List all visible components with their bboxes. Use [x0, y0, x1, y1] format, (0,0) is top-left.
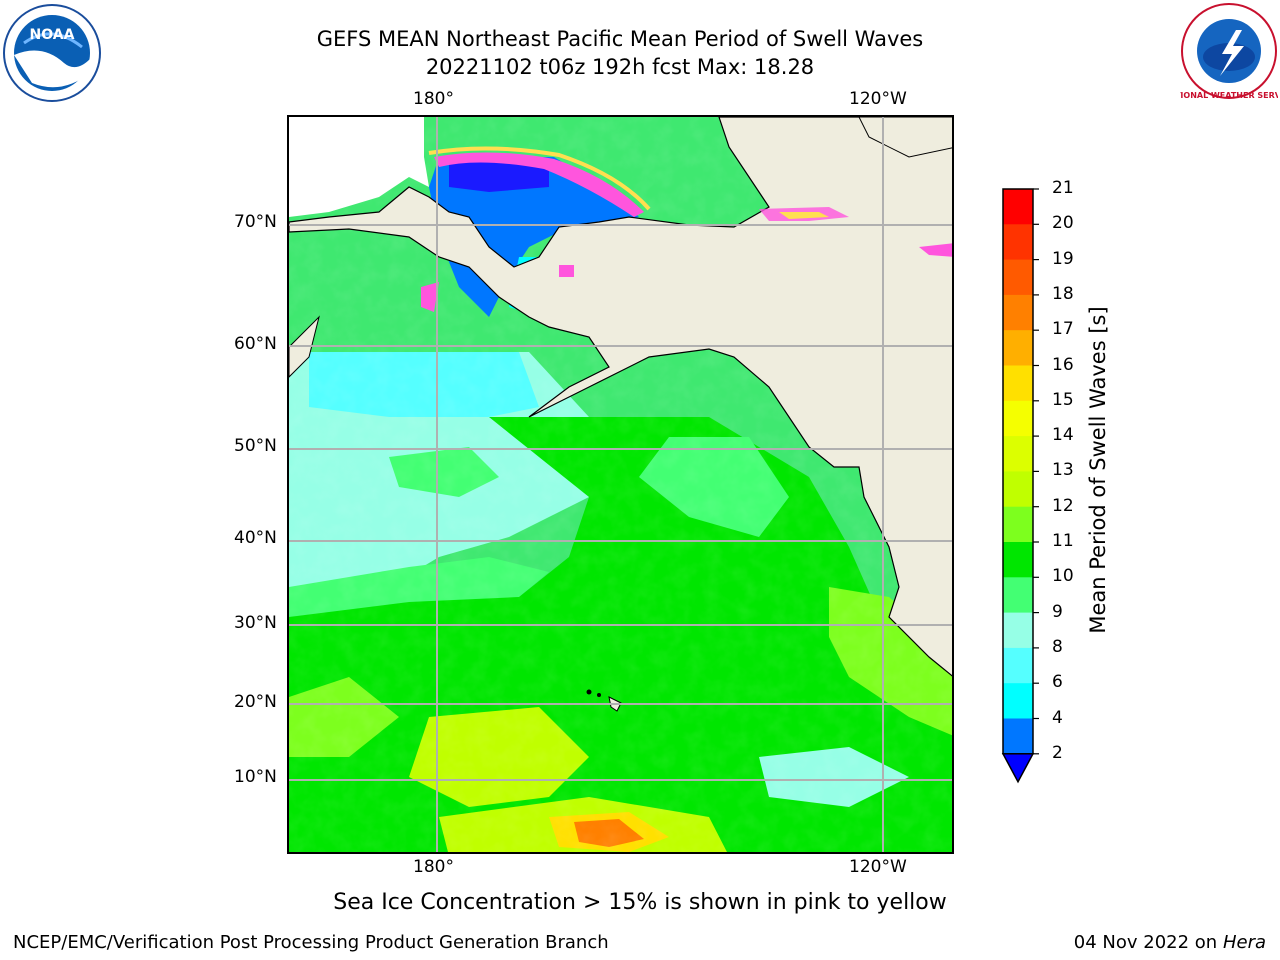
colorbar-tick-label: 20 [1052, 213, 1074, 234]
sea-ice-note: Sea Ice Concentration > 15% is shown in … [333, 890, 947, 915]
colorbar-segment [1003, 330, 1033, 366]
lat-label-50n: 50°N [234, 436, 277, 456]
lat-label-60n: 60°N [234, 334, 277, 354]
colorbar-segment [1003, 683, 1033, 719]
footer-date-text: 04 Nov 2022 on [1073, 932, 1218, 953]
colorbar-tick-label: 6 [1052, 672, 1063, 693]
colorbar-tick-label: 9 [1052, 601, 1063, 622]
lat-label-10n: 10°N [234, 767, 277, 787]
colorbar-tick-label: 18 [1052, 283, 1074, 304]
footer-host: Hera [1222, 932, 1266, 953]
colorbar-tick-label: 8 [1052, 636, 1063, 657]
footer-organization: NCEP/EMC/Verification Post Processing Pr… [13, 932, 609, 953]
colorbar-segment [1003, 224, 1033, 261]
colorbar-segment [1003, 612, 1033, 649]
nws-logo: NATIONAL WEATHER SERVICE [1180, 3, 1278, 100]
lat-label-70n: 70°N [234, 212, 277, 232]
colorbar-tick-label: 14 [1052, 425, 1074, 446]
map-canvas [289, 117, 952, 852]
sea-ice [421, 207, 952, 312]
colorbar-tick-label: 17 [1052, 319, 1074, 340]
lat-label-20n: 20°N [234, 692, 277, 712]
colorbar-tick-label: 13 [1052, 460, 1074, 481]
colorbar-under-arrow [1001, 753, 1035, 784]
colorbar-segment [1003, 436, 1033, 472]
noaa-logo: NOAA [3, 4, 101, 102]
graticule [289, 117, 952, 852]
colorbar-segment [1003, 577, 1033, 614]
colorbar-title: Mean Period of Swell Waves [s] [1086, 306, 1110, 634]
chart-subtitle: 20221102 t06z 192h fcst Max: 18.28 [425, 55, 815, 79]
colorbar-tick-label: 19 [1052, 248, 1074, 269]
colorbar-segment [1003, 365, 1033, 402]
footer-date: 04 Nov 2022 on Hera [1074, 932, 1266, 953]
nws-logo-text: NATIONAL WEATHER SERVICE [1180, 91, 1278, 100]
land [289, 117, 952, 712]
map-panel [287, 115, 954, 854]
colorbar-tick-label: 12 [1052, 495, 1074, 516]
colorbar-segment [1003, 294, 1033, 331]
colorbar-tick-label: 10 [1052, 566, 1074, 587]
colorbar-segment [1003, 542, 1033, 578]
colorbar-segment [1003, 189, 1033, 225]
lon-label-top-180: 180° [413, 89, 454, 109]
lon-label-bottom-180: 180° [413, 857, 454, 877]
noaa-logo-text: NOAA [30, 27, 75, 43]
colorbar-segment [1003, 471, 1033, 508]
lon-label-top-120w: 120°W [849, 89, 907, 109]
lon-label-bottom-120w: 120°W [849, 857, 907, 877]
lat-label-40n: 40°N [234, 528, 277, 548]
colorbar-tick-label: 21 [1052, 178, 1074, 198]
colorbar-tick-label: 4 [1052, 707, 1063, 728]
colorbar [1001, 188, 1039, 784]
colorbar-tick-label: 15 [1052, 389, 1074, 410]
colorbar-segment [1003, 400, 1033, 437]
chart-title: GEFS MEAN Northeast Pacific Mean Period … [316, 27, 924, 51]
colorbar-tick-label: 16 [1052, 354, 1074, 375]
colorbar-segment [1003, 647, 1033, 684]
colorbar-tick-label: 11 [1052, 531, 1074, 551]
colorbar-segment [1003, 718, 1033, 755]
colorbar-segment [1003, 259, 1033, 296]
colorbar-segment [1003, 506, 1033, 543]
colorbar-tick-label: 2 [1052, 742, 1063, 763]
lat-label-30n: 30°N [234, 613, 277, 633]
